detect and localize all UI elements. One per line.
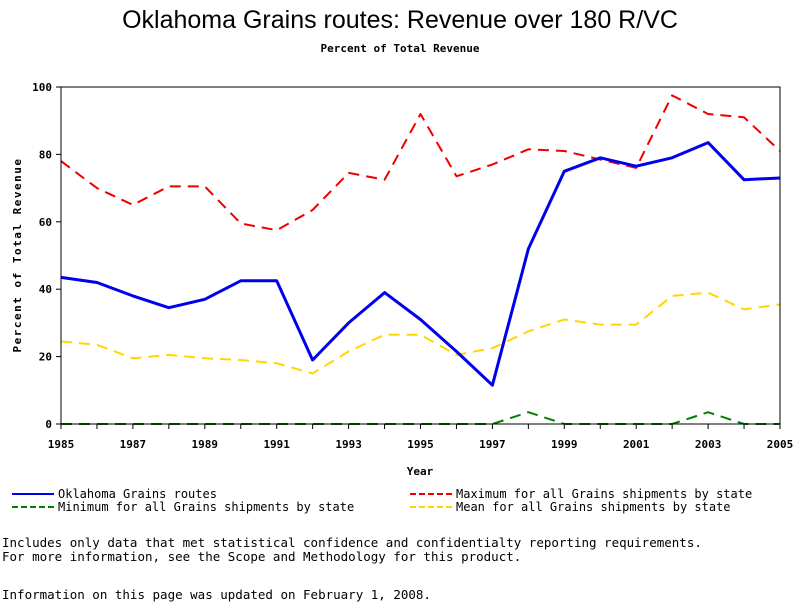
y-tick-label: 60 [39,216,52,229]
x-tick-label: 1989 [192,438,219,451]
x-tick-label: 1995 [407,438,434,451]
y-tick-label: 0 [45,418,52,431]
x-axis-ticks: 1985 1987 1989 1991 1993 1995 1997 1999 2001 2003… [48,424,794,451]
legend-swatch-green [12,506,54,508]
x-tick-label: 1999 [551,438,578,451]
legend-item-oklahoma-routes: Oklahoma Grains routes [12,487,217,501]
series-layer [60,94,781,425]
legend-label: Minimum for all Grains shipments by stat… [58,500,355,514]
note-confidentiality: Includes only data that met statistical … [2,535,702,550]
line-chart: 0 20 40 60 80 100 1985 1987 1989 1991 1993 1995 199… [11,81,794,478]
x-tick-label: 1985 [48,438,75,451]
note-methodology: For more information, see the Scope and … [2,549,522,564]
chart-subtitle: Percent of Total Revenue [320,42,480,55]
x-axis-label: Year [407,465,434,478]
x-tick-label: 1991 [263,438,290,451]
legend-swatch-blue [12,493,54,495]
series-line-minimum-for-all-grains-shipments-by-state [61,411,780,425]
y-tick-label: 40 [39,283,52,296]
legend-label: Maximum for all Grains shipments by stat… [456,487,753,501]
x-tick-label: 2001 [623,438,650,451]
chart-title: Oklahoma Grains routes: Revenue over 180… [122,6,678,34]
x-tick-label: 1993 [335,438,362,451]
x-tick-label: 2005 [767,438,794,451]
series-line-oklahoma-grains-routes [60,141,781,387]
legend-label: Oklahoma Grains routes [58,487,217,501]
legend-swatch-yellow [410,506,452,508]
series-line-maximum-for-all-grains-shipments-by-state [60,94,781,232]
y-axis-ticks: 0 20 40 60 80 100 [32,81,61,431]
y-tick-label: 100 [32,81,52,94]
x-tick-label: 1997 [479,438,506,451]
x-tick-label: 1987 [120,438,147,451]
legend-item-maximum: Maximum for all Grains shipments by stat… [410,487,752,501]
legend-item-mean: Mean for all Grains shipments by state [410,500,731,514]
y-tick-label: 20 [39,351,52,364]
y-tick-label: 80 [39,148,52,161]
series-line-mean-for-all-grains-shipments-by-state [60,291,781,375]
plot-frame [60,86,781,425]
legend-item-minimum: Minimum for all Grains shipments by stat… [12,500,354,514]
x-tick-label: 2003 [695,438,722,451]
legend-label: Mean for all Grains shipments by state [456,500,731,514]
note-updated: Information on this page was updated on … [2,587,431,602]
y-axis-label: Percent of Total Revenue [11,158,24,353]
legend-swatch-red [410,493,452,495]
